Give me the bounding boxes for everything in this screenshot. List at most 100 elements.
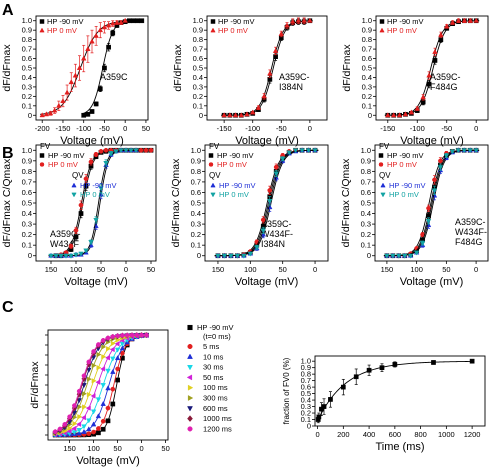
data-point bbox=[392, 362, 398, 367]
data-point bbox=[396, 253, 402, 259]
legend-marker bbox=[210, 192, 216, 198]
legend-label: 1200 ms bbox=[203, 424, 232, 433]
data-point bbox=[82, 391, 88, 397]
y-tick-label: 0.9 bbox=[22, 26, 32, 35]
y-tick-label: 0.2 bbox=[361, 230, 371, 239]
legend-label: 1000 ms bbox=[203, 414, 232, 423]
fit-line bbox=[317, 360, 473, 422]
data-point bbox=[106, 44, 111, 50]
y-tick-label: 1.0 bbox=[193, 16, 203, 25]
data-point bbox=[81, 428, 87, 434]
x-tick-label: 50 bbox=[147, 265, 155, 274]
x-tick-label: -100 bbox=[245, 124, 260, 133]
y-tick-label: 0.9 bbox=[362, 26, 372, 35]
data-point bbox=[48, 253, 54, 259]
y-tick-label: 0.5 bbox=[362, 64, 372, 73]
data-point bbox=[85, 46, 91, 52]
data-point bbox=[443, 153, 450, 159]
data-point bbox=[123, 148, 129, 154]
data-point bbox=[260, 228, 266, 234]
y-tick-label: 1.0 bbox=[191, 146, 201, 155]
data-point bbox=[86, 376, 92, 382]
y-tick-label: 0.8 bbox=[191, 167, 201, 176]
legend-label: HP 0 mV bbox=[47, 26, 77, 35]
data-point bbox=[76, 64, 83, 70]
y-tick-label: 0.7 bbox=[22, 45, 32, 54]
data-point bbox=[91, 378, 97, 384]
data-point bbox=[90, 393, 96, 399]
data-point bbox=[93, 152, 99, 157]
y-tick-label: 0.1 bbox=[193, 101, 203, 110]
y-tick-label: 0.4 bbox=[191, 209, 201, 218]
data-point bbox=[68, 79, 74, 85]
data-point bbox=[244, 111, 250, 117]
data-point bbox=[83, 176, 89, 182]
legend-label: 10 ms bbox=[203, 352, 224, 361]
data-point bbox=[129, 332, 135, 338]
data-point bbox=[96, 426, 101, 431]
data-point bbox=[267, 70, 273, 76]
data-point bbox=[120, 333, 125, 338]
x-tick-label: -150 bbox=[55, 124, 70, 133]
y-tick-label: 1.0 bbox=[362, 16, 372, 25]
x-tick-label: -200 bbox=[35, 124, 50, 133]
data-point bbox=[366, 367, 372, 373]
data-point bbox=[286, 150, 292, 156]
y-axis-label: dF/dFmax C/Qmax bbox=[1, 158, 13, 247]
y-tick-label: 0.7 bbox=[361, 177, 371, 186]
data-point bbox=[390, 112, 397, 118]
data-point bbox=[444, 23, 450, 29]
data-point bbox=[53, 253, 59, 259]
legend-group-label: FV bbox=[40, 142, 51, 151]
data-point bbox=[120, 350, 125, 356]
y-tick-label: 0.3 bbox=[361, 220, 371, 229]
x-tick-label: 150 bbox=[63, 444, 76, 453]
data-point bbox=[110, 386, 116, 392]
x-tick-label: -100 bbox=[410, 124, 425, 133]
data-point bbox=[260, 217, 266, 223]
data-point bbox=[267, 198, 273, 204]
y-tick-label: 0.9 bbox=[301, 363, 311, 372]
panel-annotation: I384N bbox=[261, 239, 285, 249]
x-tick-label: 0 bbox=[474, 265, 478, 274]
data-point bbox=[461, 17, 468, 23]
x-tick-label: 400 bbox=[363, 430, 376, 439]
data-point bbox=[473, 148, 479, 154]
series-1 bbox=[39, 17, 128, 118]
legend-marker bbox=[39, 162, 45, 167]
legend-marker bbox=[187, 324, 193, 331]
legend-label: HP 0 mV bbox=[217, 160, 247, 169]
data-point bbox=[114, 19, 120, 25]
data-point bbox=[279, 156, 286, 162]
data-point bbox=[98, 186, 104, 192]
y-tick-label: 0 bbox=[28, 251, 32, 260]
data-point bbox=[432, 177, 437, 183]
y-tick-label: 0.2 bbox=[301, 409, 311, 418]
y-tick-label: 0.5 bbox=[301, 389, 311, 398]
series-1 bbox=[221, 17, 313, 118]
data-point bbox=[96, 430, 101, 436]
y-tick-label: 0.5 bbox=[22, 64, 32, 73]
x-tick-label: 0 bbox=[123, 124, 127, 133]
x-tick-label: 100 bbox=[410, 265, 423, 274]
fit-line bbox=[48, 149, 139, 257]
x-tick-label: 1200 bbox=[464, 430, 481, 439]
data-point bbox=[97, 27, 104, 33]
legend-marker bbox=[187, 343, 193, 350]
data-point bbox=[56, 102, 62, 108]
y-tick-label: 0.3 bbox=[362, 82, 372, 91]
data-point bbox=[114, 341, 120, 347]
data-point bbox=[221, 253, 228, 259]
data-point bbox=[62, 421, 68, 427]
data-point bbox=[396, 112, 403, 118]
data-point bbox=[328, 397, 333, 402]
legend-label: HP -90 mV bbox=[217, 151, 254, 160]
y-axis-label: dF/dFmax bbox=[341, 44, 353, 92]
data-point bbox=[95, 379, 101, 385]
legend-label: HP 0 mV bbox=[218, 26, 248, 35]
data-point bbox=[402, 253, 408, 259]
y-tick-label: 0.3 bbox=[22, 82, 32, 91]
data-point bbox=[96, 364, 102, 371]
chart-a1: 00.10.20.30.40.50.60.70.80.91.0-200 -150-… bbox=[1, 15, 150, 147]
x-tick-label: 50 bbox=[279, 265, 287, 274]
